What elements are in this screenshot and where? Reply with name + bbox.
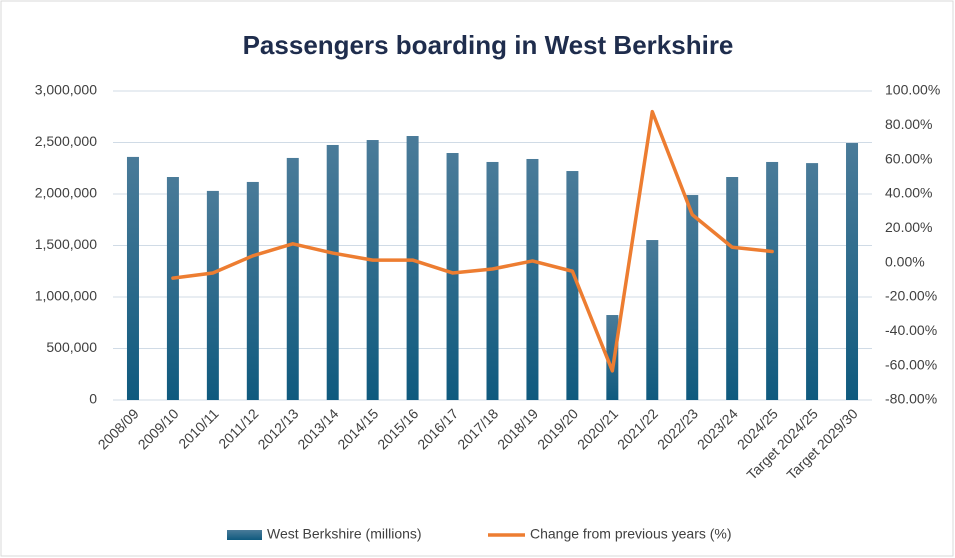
bar: [846, 143, 859, 400]
y-tick-label: 2,500,000: [35, 133, 97, 149]
y2-tick-label: 40.00%: [885, 185, 932, 201]
bar: [446, 153, 459, 400]
y-tick-label: 1,000,000: [35, 288, 97, 304]
legend-swatch: [227, 530, 262, 540]
bar: [646, 240, 659, 400]
y-tick-label: 0: [89, 391, 97, 407]
bar: [126, 156, 139, 400]
line: [171, 109, 774, 373]
bar: [486, 161, 499, 400]
y2-tick-label: 100.00%: [885, 82, 940, 98]
y-tick-label: 500,000: [46, 339, 97, 355]
y2-tick-label: 80.00%: [885, 116, 932, 132]
bar: [286, 157, 299, 400]
bar: [206, 190, 219, 400]
y2-tick-label: -40.00%: [885, 322, 937, 338]
y2-tick-label: -80.00%: [885, 391, 937, 407]
legend-label: Change from previous years (%): [530, 526, 732, 542]
bar: [326, 144, 339, 400]
y-tick-label: 3,000,000: [35, 82, 97, 98]
y2-tick-label: 20.00%: [885, 219, 932, 235]
bar: [566, 171, 579, 400]
y2-tick-label: 0.00%: [885, 253, 925, 269]
bar: [686, 195, 699, 400]
bar: [606, 315, 619, 400]
bar: [806, 163, 819, 400]
bar: [726, 177, 739, 400]
y2-tick-label: -20.00%: [885, 288, 937, 304]
bar: [246, 181, 259, 400]
bar: [406, 136, 419, 401]
legend-label: West Berkshire (millions): [267, 526, 422, 542]
chart-title: Passengers boarding in West Berkshire: [243, 30, 734, 60]
bar: [766, 161, 779, 400]
y-tick-label: 2,000,000: [35, 185, 97, 201]
bar: [166, 177, 179, 400]
y2-tick-label: 60.00%: [885, 150, 932, 166]
y2-tick-label: -60.00%: [885, 356, 937, 372]
y-tick-label: 1,500,000: [35, 236, 97, 252]
bar: [366, 140, 379, 400]
bar: [526, 158, 539, 400]
